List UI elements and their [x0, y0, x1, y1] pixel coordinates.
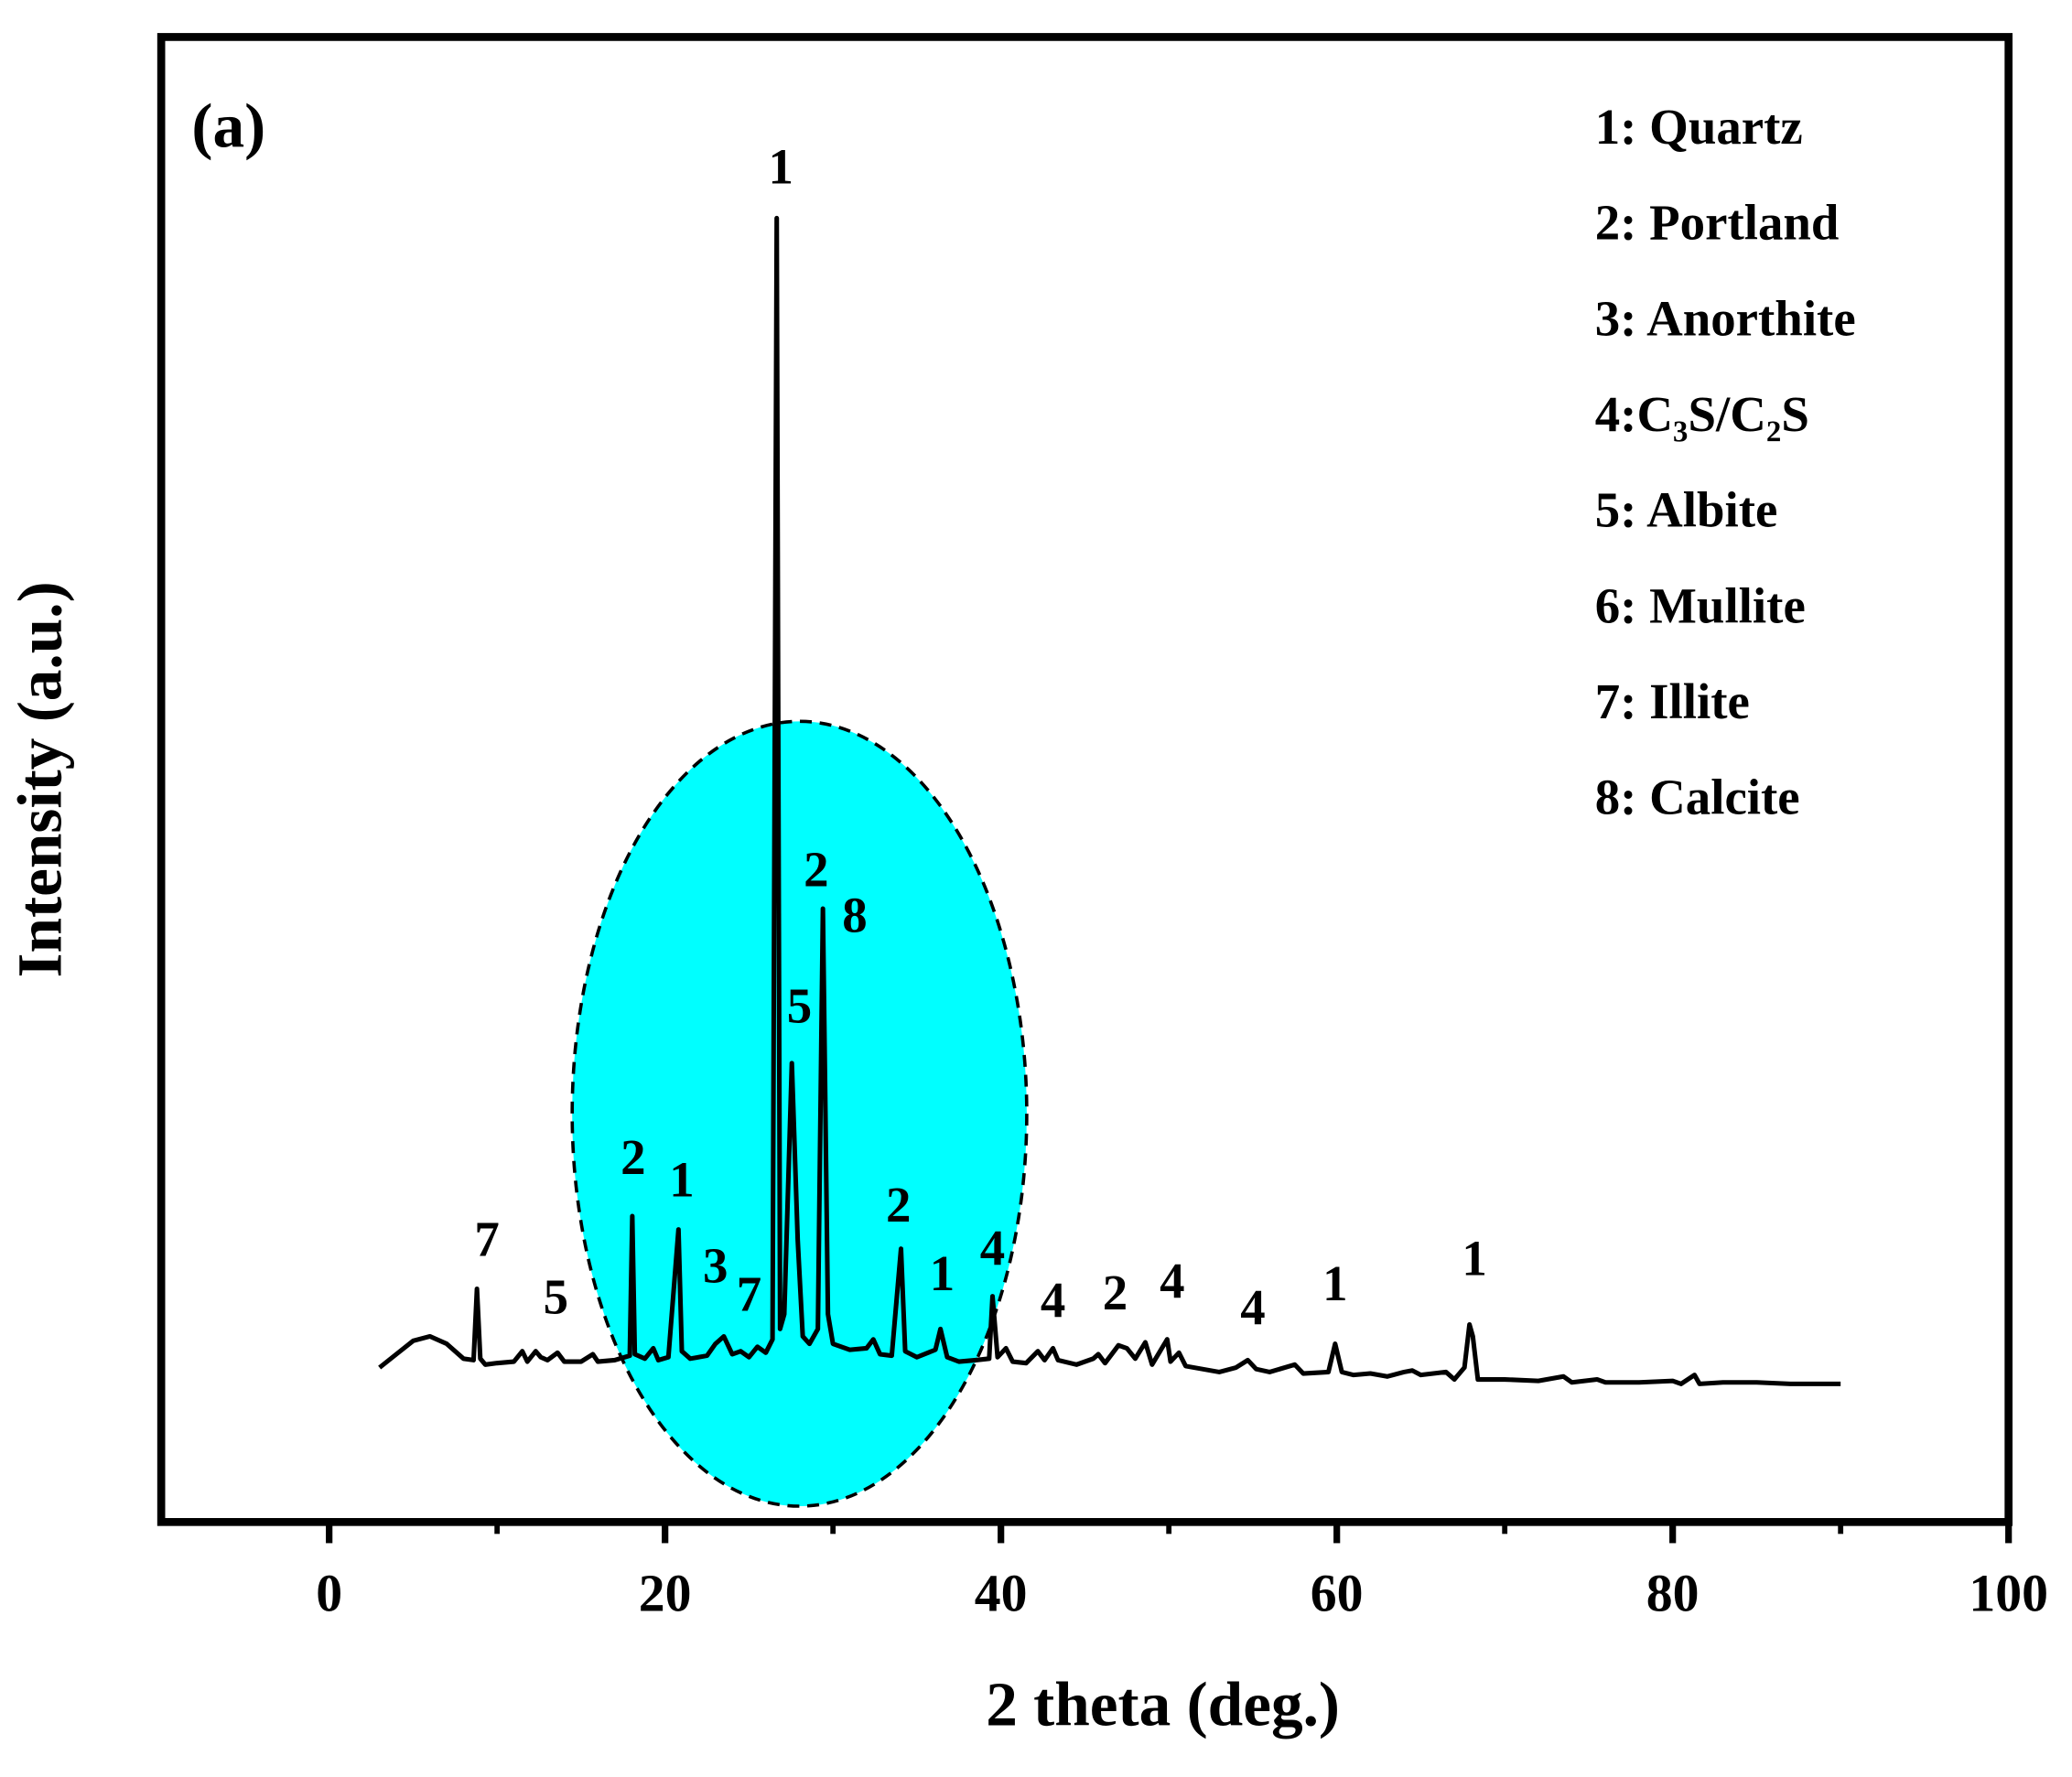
peak-label: 4 — [1160, 1253, 1184, 1309]
x-tick-label: 0 — [316, 1565, 342, 1622]
peak-label: 1 — [930, 1245, 955, 1301]
peak-label: 4 — [1041, 1272, 1065, 1328]
x-tick-label: 20 — [639, 1565, 692, 1622]
phase-key-entry: 1: Quartz — [1595, 99, 1803, 155]
x-tick-label: 40 — [975, 1565, 1028, 1622]
peak-label: 5 — [544, 1269, 568, 1325]
peak-label: 7 — [737, 1265, 761, 1321]
phase-key-entry: 2: Portland — [1595, 195, 1840, 251]
x-tick-label: 60 — [1311, 1565, 1364, 1622]
phase-key-entry: 8: Calcite — [1595, 770, 1800, 825]
xrd-pattern — [378, 215, 1841, 1386]
phase-key-entry: 7: Illite — [1595, 673, 1750, 729]
phase-key-entry: 5: Albite — [1595, 482, 1778, 538]
panel-label: (a) — [191, 90, 265, 160]
peak-label: 1 — [769, 139, 793, 195]
peak-label: 1 — [1322, 1255, 1347, 1311]
peak-label: 4 — [1240, 1279, 1265, 1335]
peak-label: 2 — [1103, 1265, 1128, 1320]
x-axis-label: 2 theta (deg.) — [986, 1669, 1340, 1739]
peak-label: 8 — [842, 888, 867, 943]
peak-label: 2 — [621, 1129, 645, 1185]
peak-label: 3 — [703, 1238, 728, 1294]
plot-frame — [156, 33, 2013, 1526]
peak-label: 4 — [980, 1220, 1005, 1276]
peak-label: 2 — [804, 841, 828, 897]
phase-key-entry: 4:C₃S/C₂S — [1595, 386, 1809, 442]
peak-label: 5 — [787, 978, 812, 1034]
phase-key-entry: 3: Anorthite — [1595, 290, 1856, 346]
highlight-ellipse — [570, 719, 1029, 1508]
peak-label: 1 — [669, 1152, 694, 1208]
y-axis-label: Intensity (a.u.) — [4, 581, 74, 977]
peak-label: 1 — [1462, 1231, 1486, 1287]
x-tick-label: 80 — [1646, 1565, 1700, 1622]
peak-label: 2 — [886, 1177, 911, 1233]
peak-label: 7 — [474, 1211, 499, 1266]
x-tick-label: 100 — [1969, 1565, 2048, 1622]
phase-key-entry: 6: Mullite — [1595, 577, 1806, 633]
